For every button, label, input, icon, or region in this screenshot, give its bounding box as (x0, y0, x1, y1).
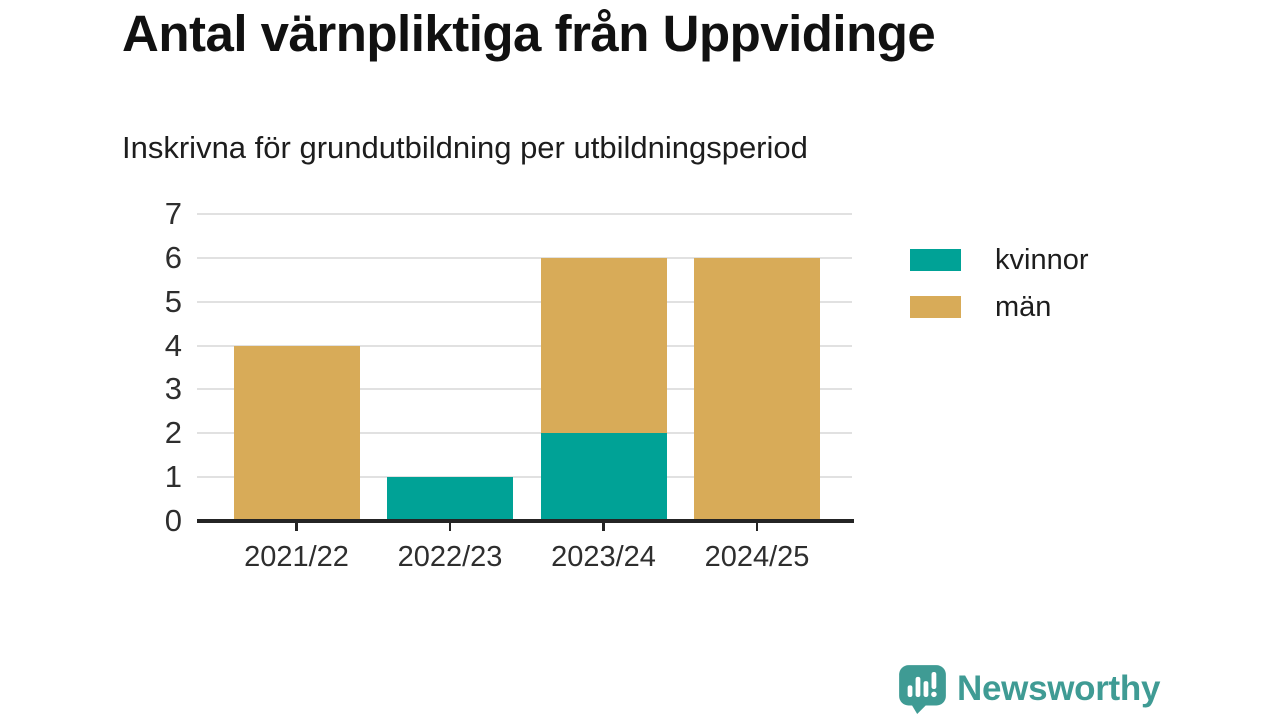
gridline (197, 432, 852, 435)
x-axis-tick (755, 521, 759, 531)
y-axis-tick-label: 0 (164, 503, 182, 538)
legend-label: män (995, 290, 1052, 323)
legend-label: kvinnor (995, 243, 1089, 276)
y-axis-tick-label: 2 (164, 415, 182, 451)
y-axis-tick-label: 3 (164, 371, 182, 407)
y-axis-tick-label: 6 (164, 239, 182, 275)
y-axis-tick-label: 7 (164, 196, 182, 231)
gridline (197, 344, 852, 347)
legend-item-män: män (910, 291, 1089, 323)
legend-swatch-män (910, 296, 961, 318)
y-axis-tick-label: 1 (164, 459, 182, 495)
gridline (197, 300, 852, 303)
chart-title: Antal värnpliktiga från Uppvidinge (122, 5, 936, 62)
bar-segment-kvinnor-2023-24 (540, 433, 667, 521)
gridline (197, 256, 852, 259)
bar-segment-män-2021-22 (233, 345, 360, 521)
y-axis-tick-label: 5 (164, 283, 182, 319)
x-axis-tick-label: 2021/22 (244, 541, 349, 573)
x-axis-tick (602, 521, 605, 531)
y-axis-tick-label: 4 (164, 327, 182, 363)
chart-subtitle: Inskrivna för grundutbildning per utbild… (122, 130, 808, 165)
brand-name: Newsworthy (957, 668, 1161, 708)
x-axis-tick (295, 521, 298, 531)
bar-segment-män-2023-24 (540, 257, 667, 434)
x-axis-tick-label: 2022/23 (397, 541, 503, 573)
gridline (197, 476, 852, 479)
gridline (197, 213, 852, 215)
x-axis-tick-label: 2023/24 (551, 541, 656, 573)
bar-segment-kvinnor-2022-23 (387, 477, 513, 521)
legend-swatch-kvinnor (910, 249, 961, 271)
bar-chart-speech-bubble-icon (899, 665, 946, 714)
bar-segment-män-2024-25 (694, 257, 820, 521)
legend-item-kvinnor: kvinnor (910, 244, 1089, 276)
x-axis-tick-label: 2024/25 (704, 541, 810, 573)
gridline (197, 388, 852, 391)
x-axis-line (197, 519, 854, 523)
brand-footer: Newsworthy (897, 663, 1160, 714)
legend: kvinnor män (910, 244, 1089, 343)
x-axis-tick (448, 521, 452, 531)
